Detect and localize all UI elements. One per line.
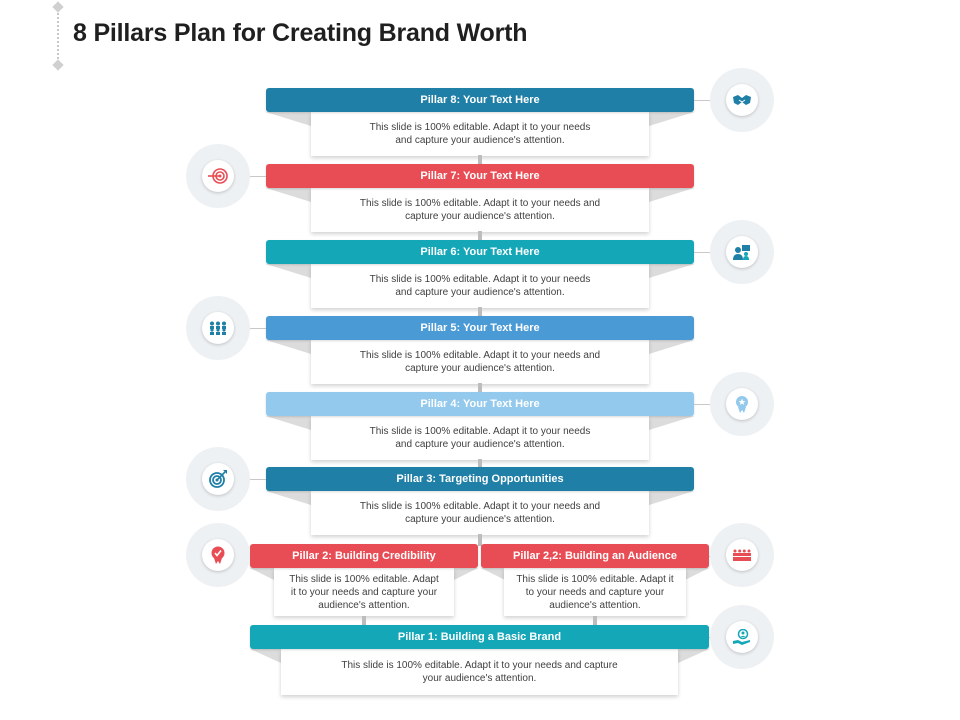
pillar-2-description: This slide is 100% editable. Adapt it to … [274, 568, 454, 616]
pillar-2-bar: Pillar 2: Building Credibility [250, 544, 478, 568]
pillar-1-bar: Pillar 1: Building a Basic Brand [250, 625, 709, 649]
audience-icon [210, 321, 226, 335]
pillar-1-description: This slide is 100% editable. Adapt it to… [281, 649, 678, 695]
team-meeting-icon [733, 245, 750, 260]
pillar-7-icon-badge [186, 144, 250, 208]
pillar-6-bar: Pillar 6: Your Text Here [266, 240, 694, 264]
icon-connector [694, 252, 724, 253]
flow-arrow [478, 307, 482, 319]
flow-arrow [478, 459, 482, 471]
page-title: 8 Pillars Plan for Creating Brand Worth [73, 19, 528, 47]
title-decoration-dot [52, 1, 64, 13]
pillar-8-description: This slide is 100% editable. Adapt it to… [311, 112, 649, 156]
bullseye-icon [209, 470, 227, 488]
flow-arrow [478, 534, 482, 546]
pillar-8-icon-badge [710, 68, 774, 132]
pillar-4-icon-badge [710, 372, 774, 436]
pillar-7-bar: Pillar 7: Your Text Here [266, 164, 694, 188]
pillar-4-description: This slide is 100% editable. Adapt it to… [311, 416, 649, 460]
pillar-6-description: This slide is 100% editable. Adapt it to… [311, 264, 649, 308]
pillar-2-icon-badge [186, 523, 250, 587]
pillar-3-description: This slide is 100% editable. Adapt it to… [311, 491, 649, 535]
pillar-2-2-icon-badge [710, 523, 774, 587]
icon-connector [694, 404, 724, 405]
award-badge-icon [736, 396, 748, 413]
title-decoration-dot [52, 59, 64, 71]
icon-connector [236, 479, 266, 480]
handshake-icon [733, 95, 751, 105]
flow-arrow [478, 383, 482, 395]
icon-connector [236, 176, 266, 177]
flow-arrow [593, 616, 597, 626]
icon-connector [236, 328, 266, 329]
pillar-3-bar: Pillar 3: Targeting Opportunities [266, 467, 694, 491]
flow-arrow [362, 616, 366, 626]
pillar-2-2-description: This slide is 100% editable. Adapt it to … [504, 568, 686, 616]
pillar-8-bar: Pillar 8: Your Text Here [266, 88, 694, 112]
hand-person-icon [733, 629, 750, 645]
pillar-3-icon-badge [186, 447, 250, 511]
target-arrow-icon [208, 168, 228, 184]
crowd-icon [733, 549, 751, 561]
flow-arrow [478, 155, 482, 167]
pillar-5-icon-badge [186, 296, 250, 360]
pillar-5-description: This slide is 100% editable. Adapt it to… [311, 340, 649, 384]
pillar-7-description: This slide is 100% editable. Adapt it to… [311, 188, 649, 232]
pillar-4-bar: Pillar 4: Your Text Here [266, 392, 694, 416]
pillar-6-icon-badge [710, 220, 774, 284]
pillar-5-bar: Pillar 5: Your Text Here [266, 316, 694, 340]
title-decoration-line [57, 6, 59, 66]
icon-connector [694, 100, 724, 101]
pillar-1-icon-badge [710, 605, 774, 669]
pillar-2-2-bar: Pillar 2,2: Building an Audience [481, 544, 709, 568]
credibility-badge-icon [211, 546, 225, 564]
flow-arrow [478, 231, 482, 243]
